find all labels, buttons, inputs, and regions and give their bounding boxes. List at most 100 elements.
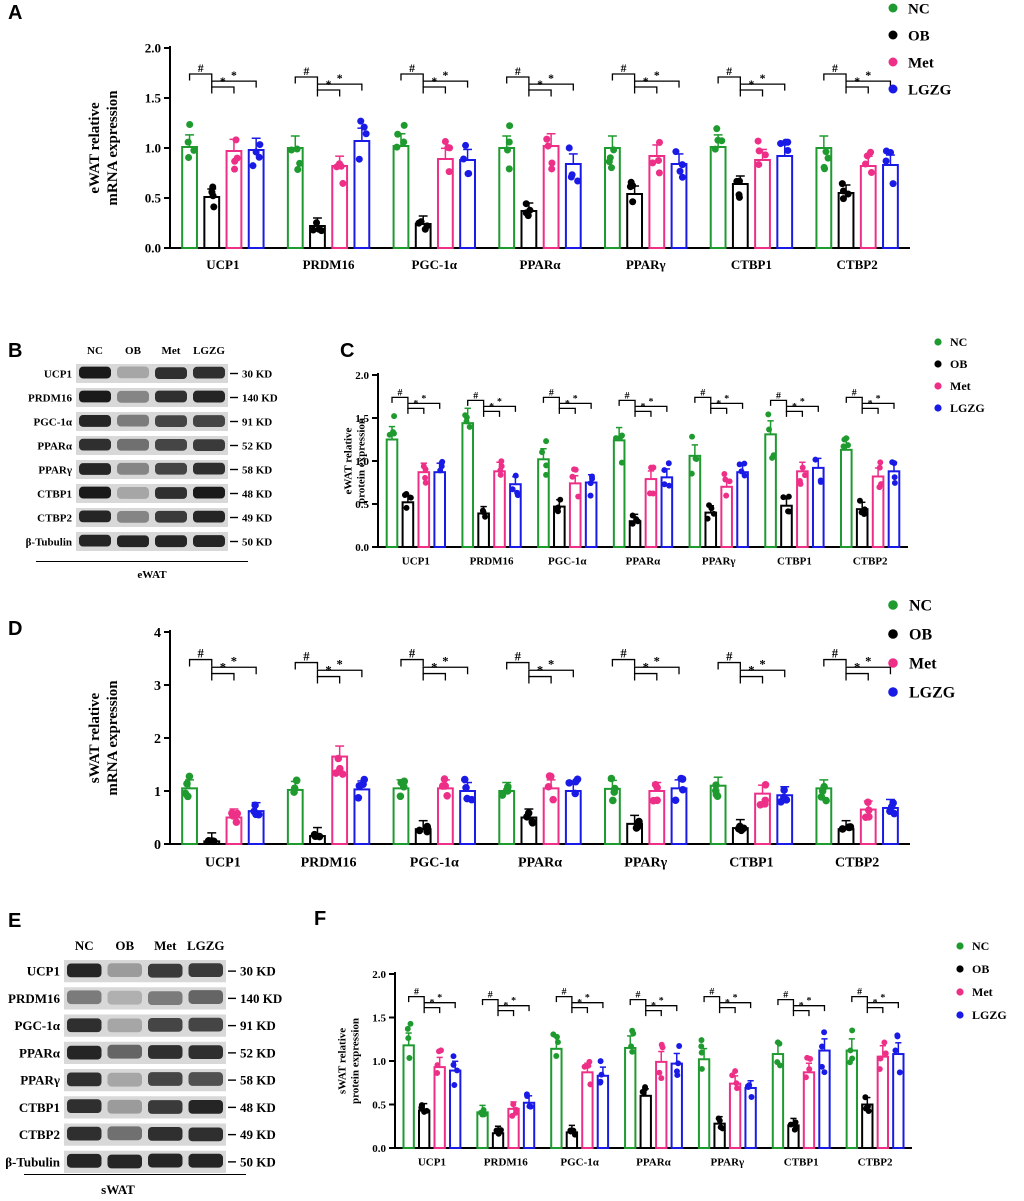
data-point: [185, 154, 193, 162]
data-point: [838, 180, 846, 188]
data-point: [184, 138, 192, 146]
data-point: [445, 168, 453, 176]
data-point: [309, 226, 317, 234]
sig-bracket-nc-ob: [717, 76, 741, 84]
bar-nc: [709, 146, 727, 249]
sig-bracket-nc-ob-label: #: [409, 62, 415, 75]
bar-lgzg: [882, 164, 899, 249]
data-point: [543, 135, 551, 143]
data-point: [400, 121, 408, 129]
bar-met: [648, 155, 666, 249]
data-point: [839, 195, 847, 203]
data-point: [287, 146, 295, 154]
data-point: [233, 154, 241, 162]
data-point: [355, 155, 363, 163]
data-point: [718, 137, 726, 145]
x-tick-label: UCP1: [206, 257, 239, 272]
data-point: [784, 138, 792, 146]
sig-bracket-nc-ob: [188, 73, 213, 81]
data-point: [339, 179, 347, 187]
data-point: [255, 153, 263, 161]
data-point: [784, 147, 792, 155]
legend-marker-ob: [888, 30, 898, 40]
sig-bracket-ob-met-label: *: [220, 75, 226, 88]
data-point: [735, 193, 743, 201]
data-point: [863, 152, 871, 160]
panel-label-e: E: [8, 910, 22, 932]
data-point: [565, 144, 573, 152]
panel-label-d: D: [8, 618, 23, 640]
data-point: [313, 219, 321, 227]
panel-label-f: F: [314, 908, 327, 930]
legend-marker-nc: [888, 3, 898, 13]
data-point: [761, 151, 769, 159]
data-point: [629, 182, 637, 190]
sig-bracket-nc-ob: [823, 73, 847, 81]
sig-bracket-ob-lgzg-label: *: [231, 69, 237, 82]
data-point: [464, 170, 472, 178]
y-tick-label: 2.0: [145, 41, 161, 56]
sig-bracket-nc-ob: [611, 73, 636, 81]
x-tick-label: PGC-1α: [412, 257, 458, 272]
data-point: [317, 227, 326, 235]
data-point: [713, 125, 721, 133]
y-axis-label: mRNA expression: [105, 90, 121, 206]
data-point: [441, 137, 449, 145]
bar-met: [754, 159, 771, 249]
bar-met: [859, 165, 877, 249]
sig-bracket-ob-met: [528, 89, 552, 97]
bar-nc: [498, 147, 516, 249]
sig-bracket-ob-met-label: *: [854, 75, 860, 88]
data-point: [655, 156, 663, 164]
sig-bracket-ob-lgzg: [211, 80, 257, 88]
data-point: [231, 165, 239, 173]
data-point: [839, 187, 847, 195]
data-point: [190, 146, 198, 154]
bar-ob: [837, 192, 855, 249]
data-point: [462, 141, 470, 149]
data-point: [629, 198, 637, 206]
data-point: [649, 159, 657, 167]
data-point: [252, 148, 260, 156]
sig-bracket-ob-lgzg-label: *: [760, 72, 766, 85]
bar-lgzg: [776, 155, 794, 249]
panel-label-c: C: [340, 340, 355, 362]
data-point: [524, 212, 532, 220]
data-point: [505, 138, 513, 146]
x-tick-label: PRDM16: [303, 257, 355, 272]
data-point: [415, 219, 423, 227]
data-point: [548, 159, 556, 167]
data-point: [360, 123, 368, 131]
bar-nc: [181, 146, 198, 249]
data-point: [655, 169, 663, 177]
data-point: [755, 161, 763, 169]
bar-nc: [815, 147, 833, 249]
x-tick-label: CTBP2: [837, 257, 878, 272]
bar-met: [331, 165, 349, 249]
y-axis-label: eWAT relative: [87, 102, 103, 194]
data-point: [209, 183, 217, 191]
data-point: [867, 168, 876, 177]
legend-label-nc: NC: [908, 1, 930, 17]
sig-bracket-nc-ob-label: #: [303, 65, 309, 78]
data-point: [544, 142, 552, 150]
bar-nc: [392, 145, 410, 249]
data-point: [607, 164, 615, 172]
sig-bracket-nc-ob: [294, 76, 319, 84]
data-point: [755, 147, 763, 155]
data-point: [889, 180, 897, 188]
data-point: [882, 157, 890, 165]
legend-label-ob: OB: [908, 28, 930, 44]
data-point: [522, 200, 530, 208]
y-tick-label: 1.5: [145, 91, 162, 106]
data-point: [423, 222, 431, 230]
x-tick-label: PPARα: [520, 257, 562, 272]
sig-bracket-ob-lgzg-label: *: [654, 69, 660, 82]
data-point: [824, 154, 832, 162]
panel-label-a: A: [8, 2, 23, 24]
bar-met: [225, 150, 243, 249]
data-point: [655, 138, 663, 146]
sig-bracket-ob-met: [422, 86, 447, 94]
sig-bracket-ob-lgzg-label: *: [865, 69, 871, 82]
